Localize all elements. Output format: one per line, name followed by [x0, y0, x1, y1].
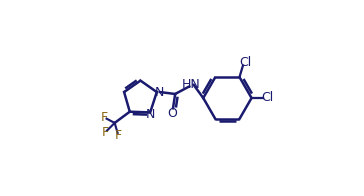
Text: F: F [115, 129, 122, 142]
Text: F: F [101, 111, 108, 124]
Text: Cl: Cl [261, 92, 273, 104]
Text: HN: HN [182, 78, 201, 91]
Text: O: O [167, 107, 177, 120]
Text: Cl: Cl [240, 55, 252, 69]
Text: F: F [102, 126, 108, 140]
Text: N: N [154, 85, 164, 99]
Text: N: N [146, 108, 155, 121]
